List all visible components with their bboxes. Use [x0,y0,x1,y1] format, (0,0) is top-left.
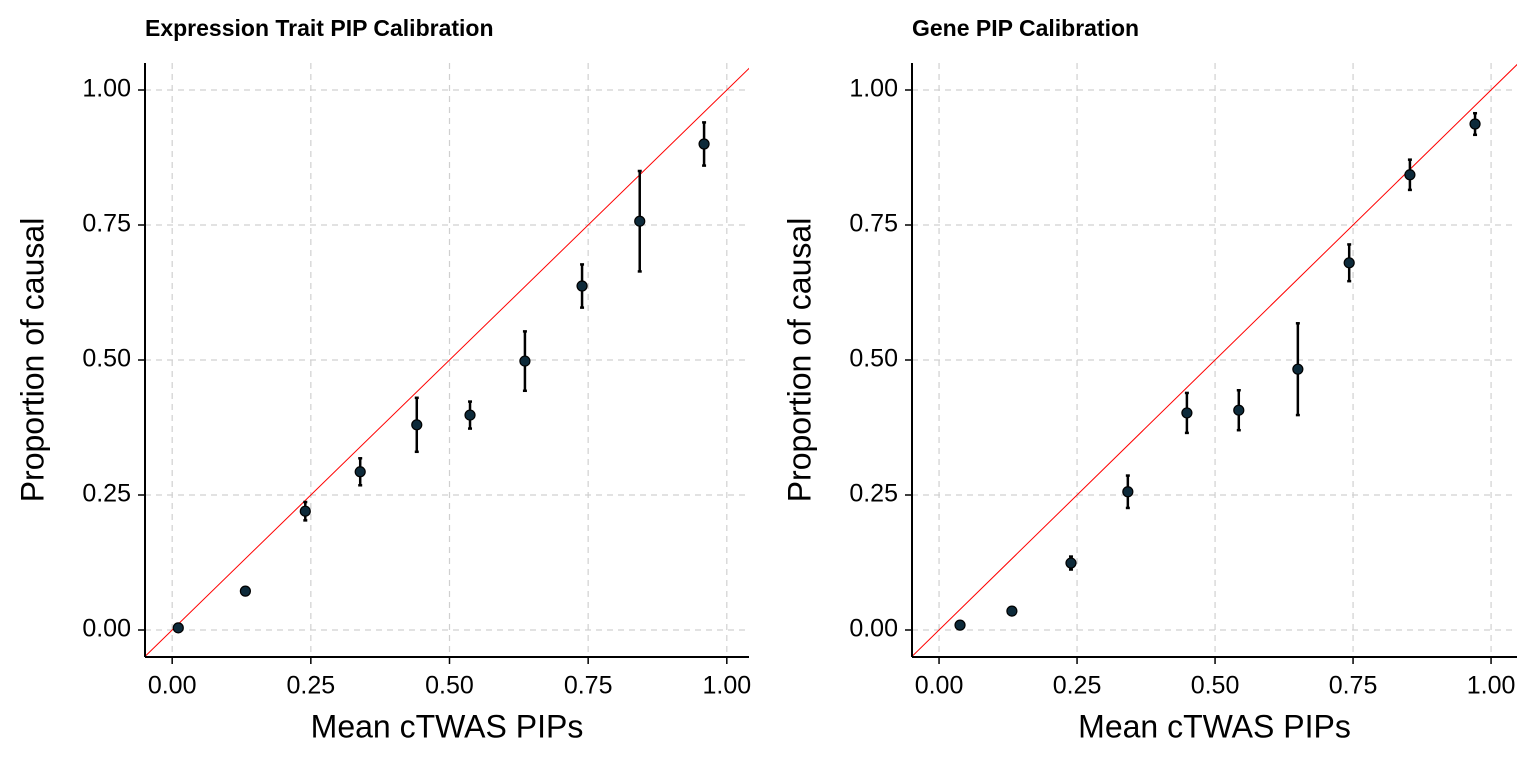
x-tick-label: 1.00 [702,672,751,700]
point [1292,363,1304,375]
x-tick-label: 0.75 [564,672,613,700]
point [172,622,184,634]
y-tick-label: 0.75 [82,210,131,238]
point [1404,169,1416,181]
chart-title: Gene PIP Calibration [912,15,1139,41]
x-axis-label: Mean cTWAS PIPs [311,708,584,744]
point [698,138,710,150]
point [1181,407,1193,419]
point [239,585,251,597]
y-axis-label: Proportion of causal [14,218,50,503]
y-tick-label: 0.25 [82,480,131,508]
point [576,280,588,292]
point [299,505,311,517]
point [1233,404,1245,416]
point [1006,605,1018,617]
y-tick-label: 1.00 [849,75,898,103]
point [1065,557,1077,569]
y-axis-label: Proportion of causal [781,218,817,503]
point [1343,257,1355,269]
point [464,409,476,421]
y-tick-label: 0.50 [82,345,131,373]
y-tick-label: 0.50 [849,345,898,373]
x-tick-label: 0.00 [148,672,197,700]
y-tick-label: 0.00 [82,615,131,643]
y-tick-label: 0.75 [849,210,898,238]
x-tick-label: 0.75 [1329,672,1378,700]
point [1122,486,1134,498]
x-tick-label: 0.00 [915,672,964,700]
y-tick-label: 0.25 [849,480,898,508]
reference-line [145,67,749,657]
x-tick-label: 0.50 [1191,672,1240,700]
point [354,466,366,478]
reference-line [912,63,1517,657]
point [411,419,423,431]
point [1469,118,1481,130]
point [519,355,531,367]
chart: Expression Trait PIP Calibration 0.00 0.25… [14,15,751,744]
x-tick-label: 0.25 [287,672,336,700]
chart: Gene PIP Calibration 0.00 0.25 0.50 0.75 1.00… [781,15,1517,744]
x-tick-label: 0.25 [1053,672,1102,700]
x-axis-label: Mean cTWAS PIPs [1078,708,1351,744]
y-tick-label: 1.00 [82,75,131,103]
x-tick-label: 1.00 [1467,672,1516,700]
x-tick-label: 0.50 [425,672,474,700]
chart-title: Expression Trait PIP Calibration [145,15,494,41]
y-tick-label: 0.00 [849,615,898,643]
point [954,619,966,631]
point [634,215,646,227]
